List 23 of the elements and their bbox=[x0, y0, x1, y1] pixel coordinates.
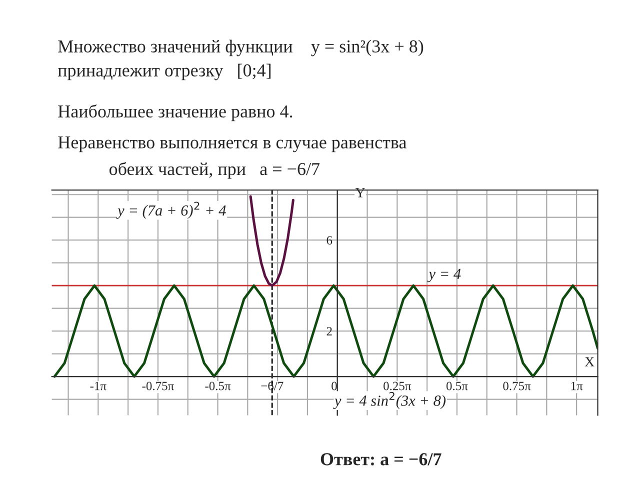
x-axis-title: X bbox=[584, 357, 594, 366]
text: принадлежит отрезку [0;4] bbox=[58, 64, 271, 80]
x-tick-label: 0 bbox=[332, 382, 337, 390]
x-tick-label: 0.25π bbox=[384, 382, 412, 390]
x-tick-label: -0.75π bbox=[142, 382, 174, 390]
text: Ответ: a = −6/7 bbox=[320, 453, 442, 466]
text: Неравенство выполняется в случае равенства bbox=[58, 136, 406, 152]
text: обеих частей, при a = −6/7 bbox=[109, 162, 320, 179]
text: Наибольшее значение равно 4. bbox=[58, 104, 292, 122]
text: Множество значений функции y = sin²(3x + 8) bbox=[58, 40, 424, 56]
x-tick-label: 0.5π bbox=[446, 382, 468, 390]
x-tick-label: −6/7 bbox=[261, 382, 284, 390]
line-series bbox=[249, 195, 294, 287]
x-tick-label: -1π bbox=[90, 382, 106, 390]
x-tick-label: 0.75π bbox=[503, 382, 531, 390]
ref-line-label: y = 4 bbox=[427, 268, 461, 282]
annotation: y = 4 sin$^{2}$(3x + 8) bbox=[333, 392, 446, 410]
annotation: y = (7a + 6)$^{2}$ + 4 bbox=[116, 202, 226, 219]
y-tick-label: 6 bbox=[326, 236, 332, 245]
x-tick-label: 1π bbox=[571, 382, 583, 390]
line-series bbox=[53, 284, 598, 378]
y-tick-label: 2 bbox=[326, 327, 332, 336]
x-tick-label: -0.5π bbox=[205, 382, 231, 390]
